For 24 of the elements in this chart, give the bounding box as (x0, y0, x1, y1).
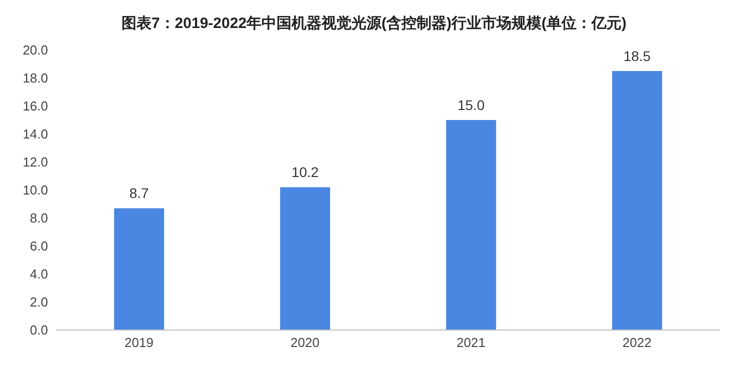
y-tick-label: 0.0 (30, 322, 48, 338)
x-tick-label: 2020 (290, 335, 320, 350)
bar (446, 120, 496, 330)
data-label: 10.2 (291, 164, 319, 180)
bar (280, 187, 330, 330)
y-tick-label: 6.0 (30, 238, 48, 254)
y-tick-label: 14.0 (22, 126, 48, 142)
y-tick-label: 18.0 (22, 70, 48, 86)
data-label: 18.5 (623, 48, 651, 64)
x-tick-label: 2019 (124, 335, 154, 350)
y-tick-label: 20.0 (22, 42, 48, 58)
data-label: 8.7 (129, 185, 150, 202)
y-tick-label: 2.0 (30, 294, 48, 310)
x-tick-label: 2021 (456, 335, 486, 350)
y-tick-label: 4.0 (30, 266, 48, 282)
y-tick-label: 8.0 (30, 210, 48, 226)
data-label: 15.0 (457, 97, 485, 113)
y-tick-label: 12.0 (22, 154, 48, 170)
y-tick-label: 16.0 (22, 98, 48, 114)
x-tick-label: 2022 (622, 335, 652, 350)
chart-title: 图表7：2019-2022年中国机器视觉光源(含控制器)行业市场规模(单位：亿元) (120, 14, 628, 34)
bar (114, 208, 164, 330)
bar (612, 71, 662, 330)
y-tick-label: 10.0 (22, 182, 48, 198)
